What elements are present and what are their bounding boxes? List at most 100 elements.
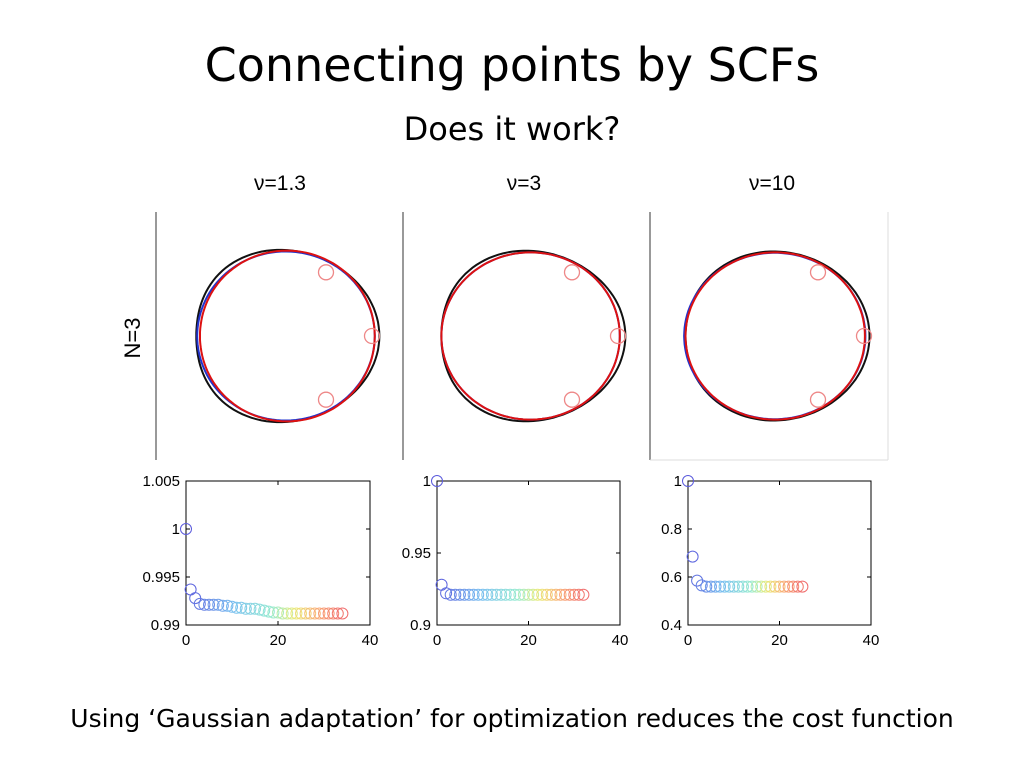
cost-point bbox=[686, 550, 699, 563]
cost-point bbox=[299, 607, 312, 620]
red-curve bbox=[199, 249, 376, 423]
cost-point bbox=[695, 579, 708, 592]
cost-point bbox=[572, 588, 585, 601]
cost-point bbox=[495, 588, 508, 601]
cost-plot: 0 20 40 0.4 0.6 0.8 1 bbox=[661, 473, 879, 649]
cost-point bbox=[249, 602, 261, 615]
y-tick-label: 1 bbox=[172, 521, 180, 538]
control-point bbox=[317, 264, 335, 281]
cost-point bbox=[203, 598, 215, 611]
red-curve bbox=[440, 251, 621, 421]
panel-title: ν=3 bbox=[507, 172, 541, 195]
cost-point bbox=[782, 580, 795, 593]
slide-subtitle: Does it work? bbox=[403, 110, 621, 148]
cost-point bbox=[682, 475, 694, 487]
cost-point bbox=[791, 580, 804, 593]
cost-point bbox=[226, 600, 238, 613]
cost-point bbox=[435, 578, 448, 591]
cost-point bbox=[453, 588, 466, 601]
x-tick-label: 0 bbox=[684, 632, 692, 649]
cost-point bbox=[313, 607, 326, 620]
x-tick-label: 0 bbox=[182, 632, 190, 649]
control-point bbox=[363, 327, 381, 345]
y-tick-label: 0.95 bbox=[402, 545, 431, 562]
cost-point bbox=[736, 580, 749, 593]
plot-frame bbox=[185, 480, 371, 626]
cost-point bbox=[198, 598, 211, 611]
cost-point bbox=[336, 607, 349, 620]
cost-point bbox=[499, 588, 512, 601]
cost-point bbox=[449, 588, 462, 601]
cost-point bbox=[787, 580, 800, 593]
cost-point bbox=[472, 588, 485, 601]
cost-point bbox=[212, 598, 225, 611]
cost-point bbox=[508, 588, 521, 601]
cost-point bbox=[559, 588, 572, 601]
x-tick-label: 40 bbox=[863, 632, 880, 649]
cost-point bbox=[467, 588, 480, 601]
cost-point bbox=[504, 588, 517, 601]
cost-point bbox=[545, 588, 558, 601]
panel-title: ν=10 bbox=[749, 172, 795, 195]
x-tick-label: 0 bbox=[433, 632, 441, 649]
cost-point bbox=[522, 588, 535, 601]
cost-point bbox=[531, 588, 544, 601]
cost-point bbox=[764, 580, 777, 593]
cost-point bbox=[485, 588, 498, 601]
y-tick-label: 0.9 bbox=[410, 617, 431, 634]
x-tick-label: 20 bbox=[270, 632, 287, 649]
cost-point bbox=[723, 580, 736, 593]
cost-point bbox=[563, 588, 576, 601]
red-curve bbox=[684, 251, 866, 421]
cost-point bbox=[517, 588, 530, 601]
control-point bbox=[809, 391, 827, 408]
cost-point bbox=[235, 601, 248, 614]
cost-point bbox=[704, 580, 717, 593]
y-tick-label: 1.005 bbox=[142, 473, 180, 490]
cost-point bbox=[318, 607, 330, 620]
cost-point bbox=[239, 602, 252, 615]
cost-point bbox=[463, 588, 475, 601]
cost-point bbox=[262, 605, 275, 618]
cost-point bbox=[285, 607, 298, 620]
cost-point bbox=[481, 588, 494, 601]
control-point bbox=[317, 391, 335, 408]
cost-point bbox=[554, 588, 567, 601]
cost-point bbox=[768, 580, 781, 593]
cost-point bbox=[272, 606, 284, 619]
y-tick-label: 1 bbox=[674, 473, 682, 490]
cost-point bbox=[290, 607, 303, 620]
control-point bbox=[563, 391, 581, 408]
cost-point bbox=[746, 580, 758, 593]
x-tick-label: 20 bbox=[771, 632, 788, 649]
cost-plot: 0 20 40 0.9 0.95 1 bbox=[402, 473, 629, 649]
cost-point bbox=[700, 580, 713, 593]
cost-point bbox=[193, 597, 206, 610]
cost-point bbox=[741, 580, 754, 593]
cost-point bbox=[796, 580, 809, 593]
cost-point bbox=[577, 588, 590, 601]
cost-point bbox=[709, 580, 722, 593]
cost-point bbox=[778, 580, 791, 593]
x-tick-label: 40 bbox=[362, 632, 379, 649]
cost-point bbox=[184, 583, 197, 596]
cost-point bbox=[755, 580, 768, 593]
cost-point bbox=[281, 607, 294, 620]
cost-point bbox=[750, 580, 763, 593]
cost-point bbox=[327, 607, 340, 620]
curve-panel: ν=3 bbox=[440, 172, 651, 460]
cost-point bbox=[304, 607, 317, 620]
x-tick-label: 20 bbox=[520, 632, 537, 649]
cost-point bbox=[431, 475, 443, 487]
cost-point bbox=[691, 574, 704, 587]
x-tick-label: 40 bbox=[612, 632, 629, 649]
cost-point bbox=[216, 599, 229, 612]
cost-panels: 0 20 40 0.99 0.995 1 1.005 0 20 40 0.9 0.95 1 0 20 40 0.… bbox=[142, 473, 879, 649]
slide-title: Connecting points by SCFs bbox=[204, 38, 820, 92]
y-tick-label: 0.6 bbox=[661, 569, 682, 586]
control-point bbox=[609, 327, 627, 345]
cost-point bbox=[322, 607, 335, 620]
cost-point bbox=[527, 588, 540, 601]
cost-point bbox=[714, 580, 726, 593]
cost-plot: 0 20 40 0.99 0.995 1 1.005 bbox=[142, 473, 378, 649]
